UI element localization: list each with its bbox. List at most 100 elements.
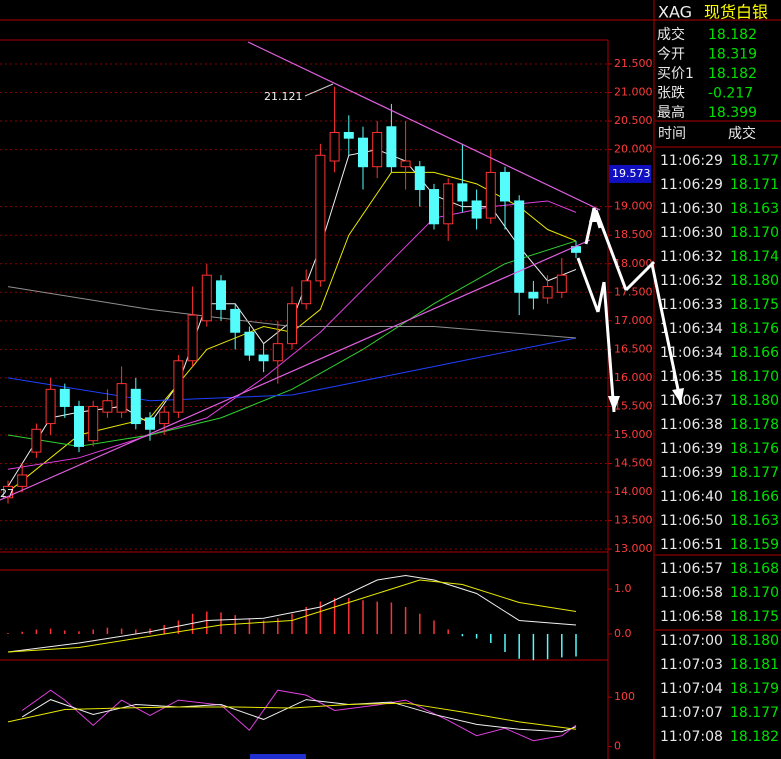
candle-body bbox=[471, 200, 482, 219]
candle-body bbox=[556, 274, 567, 293]
candle-body bbox=[88, 405, 99, 442]
candle-body bbox=[272, 343, 283, 362]
candle-body bbox=[187, 314, 198, 362]
arrow-head bbox=[608, 396, 620, 412]
candle-body bbox=[514, 200, 525, 293]
tick-price: 18.171 bbox=[730, 177, 779, 193]
tick-price: 18.182 bbox=[730, 729, 779, 745]
quote-label: 成交 bbox=[657, 26, 685, 43]
y-tick-label: 21.000 bbox=[614, 86, 653, 99]
tick-price: 18.177 bbox=[730, 705, 779, 721]
indicator-line bbox=[7, 574, 577, 653]
y-tick-label: 14.000 bbox=[614, 485, 653, 498]
candle-body bbox=[372, 131, 383, 168]
tick-time: 11:06:32 bbox=[660, 273, 723, 289]
candle-body bbox=[400, 160, 411, 168]
tick-price: 18.178 bbox=[730, 417, 779, 433]
y-tick-label: 19.000 bbox=[614, 200, 653, 213]
quote-value: -0.217 bbox=[708, 86, 753, 102]
indicator-line bbox=[7, 240, 577, 447]
quote-label: 今开 bbox=[657, 47, 685, 63]
y-tick-label: 18.000 bbox=[614, 257, 653, 270]
tick-price: 18.176 bbox=[730, 321, 779, 337]
tick-price: 18.166 bbox=[730, 489, 779, 505]
annotation-leader bbox=[304, 83, 334, 97]
tick-time: 11:06:37 bbox=[660, 393, 723, 409]
quote-value: 18.319 bbox=[708, 47, 757, 63]
annotation: 27 bbox=[0, 487, 14, 500]
quote-value: 18.399 bbox=[708, 105, 757, 121]
y-tick-label: 100 bbox=[614, 690, 635, 703]
tick-time: 11:07:07 bbox=[660, 705, 723, 721]
candle-body bbox=[500, 171, 510, 202]
indicator-line bbox=[21, 689, 577, 742]
arrow-stroke bbox=[576, 257, 600, 313]
tick-price: 18.180 bbox=[730, 393, 779, 409]
candle-body bbox=[59, 388, 70, 407]
tick-price: 18.179 bbox=[730, 681, 779, 697]
tick-price: 18.168 bbox=[730, 561, 779, 577]
arrow-stroke bbox=[602, 281, 616, 413]
tick-time: 11:06:51 bbox=[660, 537, 723, 553]
arrow-stroke bbox=[594, 209, 628, 291]
tick-price: 18.166 bbox=[730, 345, 779, 361]
tick-time: 11:06:34 bbox=[660, 345, 723, 361]
tick-time: 11:06:34 bbox=[660, 321, 723, 337]
candle-body bbox=[230, 308, 241, 333]
arrow-head bbox=[672, 388, 684, 404]
candle-body bbox=[457, 183, 468, 202]
candle-body bbox=[130, 388, 141, 425]
tick-time: 11:06:40 bbox=[660, 489, 723, 505]
annotation: 21.121 bbox=[264, 90, 303, 103]
quote-label: 张跌 bbox=[657, 86, 685, 102]
trend-line bbox=[0, 239, 591, 501]
tick-price: 18.177 bbox=[730, 465, 779, 481]
candle-body bbox=[329, 131, 340, 162]
quote-label: 买价1 bbox=[657, 66, 694, 82]
candle-body bbox=[429, 189, 439, 225]
quote-value: 18.182 bbox=[708, 66, 757, 82]
instrument-name: 现货白银 bbox=[704, 3, 768, 22]
indicator-line bbox=[7, 171, 577, 493]
candle-body bbox=[414, 166, 425, 191]
indicator-line bbox=[7, 579, 577, 653]
tick-price: 18.170 bbox=[730, 585, 779, 601]
tick-price: 18.181 bbox=[730, 657, 779, 673]
y-tick-label: 21.500 bbox=[614, 57, 653, 70]
tick-time: 11:06:30 bbox=[660, 201, 723, 217]
candle-body bbox=[358, 137, 368, 168]
tick-price: 18.170 bbox=[730, 225, 779, 241]
tick-time: 11:06:57 bbox=[660, 561, 723, 577]
candle-body bbox=[258, 354, 269, 362]
tick-time: 11:06:58 bbox=[660, 585, 723, 601]
candle-body bbox=[542, 286, 553, 299]
candle-body bbox=[485, 171, 496, 219]
y-tick-label: 14.500 bbox=[614, 457, 653, 470]
tick-time: 11:07:08 bbox=[660, 729, 723, 745]
candle-body bbox=[3, 485, 13, 499]
indicator-line bbox=[7, 200, 577, 470]
tick-time: 11:06:30 bbox=[660, 225, 723, 241]
y-tick-label: 17.500 bbox=[614, 285, 653, 298]
tick-price: 18.159 bbox=[730, 537, 779, 553]
y-tick-label: 13.500 bbox=[614, 514, 653, 527]
candle-body bbox=[201, 274, 212, 322]
symbol: XAG bbox=[658, 3, 692, 22]
tick-time: 11:06:29 bbox=[660, 177, 723, 193]
tick-time: 11:06:32 bbox=[660, 249, 723, 265]
tick-time: 11:06:33 bbox=[660, 297, 723, 313]
arrow-stroke bbox=[624, 260, 656, 292]
arrow-stroke bbox=[650, 263, 683, 405]
tick-time: 11:07:04 bbox=[660, 681, 723, 697]
arrow-head bbox=[589, 208, 600, 222]
candle-body bbox=[528, 291, 539, 299]
candle-body bbox=[45, 388, 56, 425]
tick-price: 18.163 bbox=[730, 513, 779, 529]
y-tick-label: 20.500 bbox=[614, 114, 653, 127]
tick-price: 18.176 bbox=[730, 441, 779, 457]
y-tick-label: 16.500 bbox=[614, 342, 653, 355]
tick-time: 11:07:00 bbox=[660, 633, 723, 649]
tick-time: 11:07:03 bbox=[660, 657, 723, 673]
tick-price: 18.177 bbox=[730, 153, 779, 169]
